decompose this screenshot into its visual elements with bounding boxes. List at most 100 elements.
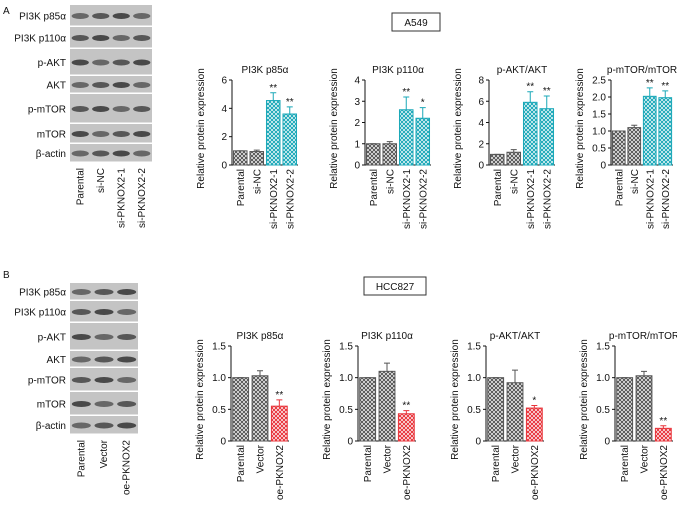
blot-band bbox=[92, 59, 110, 66]
y-tick-label: 1.5 bbox=[592, 110, 606, 121]
y-tick-label: 4 bbox=[478, 118, 484, 129]
bar bbox=[378, 370, 396, 442]
y-tick-label: 0.5 bbox=[596, 405, 610, 416]
significance: * bbox=[421, 98, 425, 109]
error-bar bbox=[662, 90, 669, 98]
blot-band bbox=[71, 377, 91, 383]
blot-band bbox=[71, 35, 89, 41]
x-tick-label: si-NC bbox=[630, 169, 641, 194]
bar bbox=[359, 377, 377, 442]
blot-strip bbox=[70, 76, 152, 93]
x-tick-label: oe-PKNOX2 bbox=[402, 445, 413, 500]
error-bar bbox=[270, 92, 277, 101]
blot-row-label: PI3K p85α bbox=[19, 288, 66, 299]
error-bar bbox=[403, 96, 410, 110]
bar bbox=[251, 375, 269, 442]
y-axis-label: Relative protein expression bbox=[579, 339, 590, 460]
error-bar bbox=[646, 87, 653, 97]
x-tick-label: Parental bbox=[363, 445, 374, 482]
blot-band bbox=[94, 356, 114, 363]
blot-row-label: p-AKT bbox=[38, 58, 66, 69]
error-bar bbox=[403, 410, 410, 414]
bar bbox=[658, 97, 673, 166]
blot-row-label: p-AKT bbox=[38, 333, 66, 344]
significance: * bbox=[532, 396, 536, 407]
error-bar bbox=[527, 91, 534, 103]
cell-line: A549 bbox=[404, 18, 428, 29]
y-tick-label: 4 bbox=[221, 104, 227, 115]
blot-band bbox=[71, 82, 89, 88]
blot-band bbox=[133, 13, 151, 19]
bar bbox=[506, 382, 524, 442]
y-axis-label: Relative protein expression bbox=[450, 339, 461, 460]
chart-title: PI3K p110α bbox=[361, 331, 413, 342]
bar bbox=[398, 109, 414, 166]
y-tick-label: 0.5 bbox=[467, 405, 481, 416]
error-bar bbox=[531, 405, 538, 409]
blot-band bbox=[112, 106, 130, 112]
blot-row-label: PI3K p85α bbox=[19, 12, 66, 23]
x-tick-label: si-PKNOX2-1 bbox=[645, 169, 656, 229]
blot-row-label: p-mTOR bbox=[28, 376, 66, 387]
error-bar bbox=[286, 106, 293, 114]
error-bar bbox=[253, 149, 260, 152]
x-tick-label: si-PKNOX2-2 bbox=[418, 169, 429, 229]
y-tick-label: 2 bbox=[478, 139, 484, 150]
x-tick-label: Parental bbox=[493, 169, 504, 206]
blot-lane-label: Vector bbox=[99, 439, 110, 468]
blot-band bbox=[94, 334, 114, 340]
x-tick-label: Vector bbox=[511, 444, 522, 473]
blot-lane-label: si-PKNOX2-1 bbox=[116, 168, 127, 228]
error-bar bbox=[631, 124, 638, 128]
error-bar bbox=[386, 141, 393, 144]
x-tick-label: si-NC bbox=[385, 169, 396, 194]
y-tick-label: 1.5 bbox=[467, 342, 481, 353]
blot-band bbox=[92, 131, 110, 137]
y-tick-label: 1.0 bbox=[592, 127, 606, 138]
blot-band bbox=[71, 106, 89, 112]
blot-band bbox=[92, 13, 110, 19]
error-bar bbox=[543, 95, 550, 109]
bar bbox=[616, 377, 634, 442]
y-tick-label: 0.5 bbox=[339, 405, 353, 416]
bar bbox=[525, 407, 543, 442]
y-tick-label: 1.0 bbox=[596, 373, 610, 384]
chart-title: p-AKT/AKT bbox=[490, 331, 541, 342]
blot-band bbox=[133, 59, 151, 66]
y-tick-label: 1.5 bbox=[212, 342, 226, 353]
x-tick-label: oe-PKNOX2 bbox=[275, 445, 286, 500]
cell-line: HCC827 bbox=[376, 282, 415, 293]
bar bbox=[270, 405, 288, 442]
x-tick-label: si-PKNOX2-1 bbox=[526, 169, 537, 229]
x-tick-label: si-PKNOX2-1 bbox=[269, 169, 280, 229]
blot-lane-label: Parental bbox=[75, 168, 86, 205]
blot-strip bbox=[70, 144, 152, 162]
blot-band bbox=[117, 377, 137, 383]
blot-row-label: AKT bbox=[47, 81, 66, 92]
error-bar bbox=[510, 149, 517, 153]
blot-band bbox=[133, 82, 151, 88]
blot-strip bbox=[70, 124, 152, 143]
blot-band bbox=[133, 106, 151, 112]
y-axis-label: Relative protein expression bbox=[329, 68, 340, 189]
bar bbox=[232, 150, 248, 166]
x-tick-label: Parental bbox=[369, 169, 380, 206]
x-tick-label: oe-PKNOX2 bbox=[659, 445, 670, 500]
y-axis-label: Relative protein expression bbox=[196, 68, 207, 189]
y-tick-label: 3 bbox=[354, 97, 360, 108]
y-tick-label: 0 bbox=[600, 161, 606, 172]
blot-band bbox=[117, 289, 137, 295]
blot-band bbox=[92, 82, 110, 88]
bar bbox=[627, 127, 642, 166]
bar bbox=[642, 95, 657, 166]
y-tick-label: 2 bbox=[354, 118, 360, 129]
blot-lane-label: Parental bbox=[76, 440, 87, 477]
blot-band bbox=[71, 59, 89, 66]
blot-band bbox=[71, 150, 89, 157]
blot-band bbox=[133, 35, 151, 41]
bar bbox=[539, 108, 555, 166]
blot-row-label: p-mTOR bbox=[28, 105, 66, 116]
blot-band bbox=[112, 13, 130, 19]
chart-title: PI3K p110α bbox=[372, 65, 424, 76]
